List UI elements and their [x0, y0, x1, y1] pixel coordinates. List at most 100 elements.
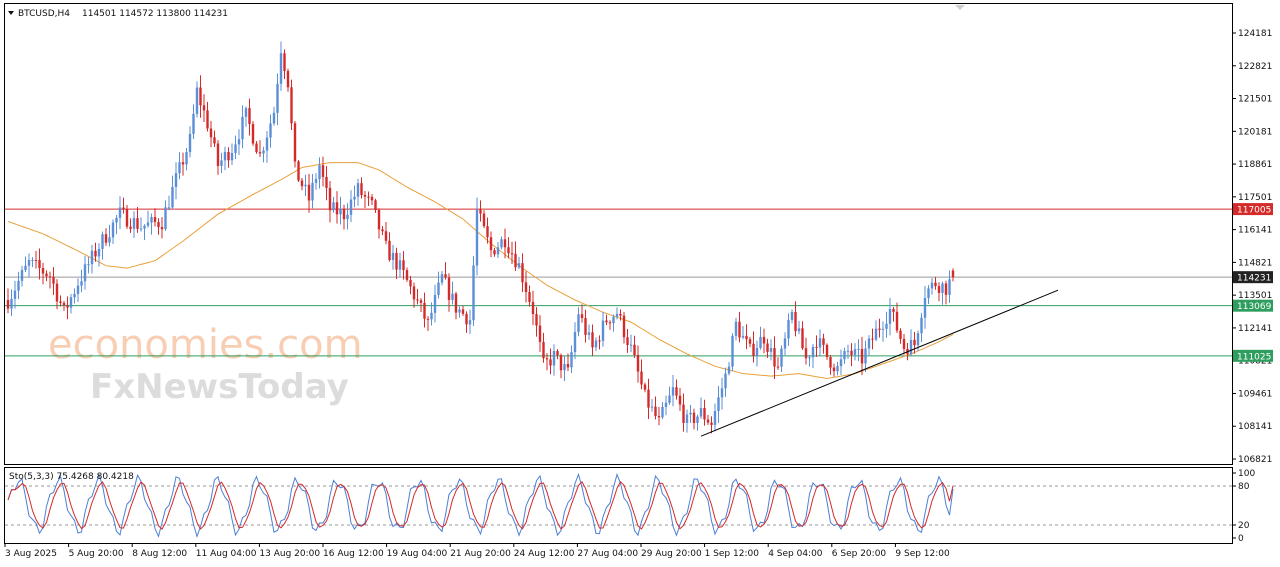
candle-body — [167, 207, 171, 209]
candle-body — [48, 276, 52, 278]
candle — [857, 339, 860, 361]
candle-body — [556, 351, 559, 356]
candle-body — [755, 348, 759, 356]
candle — [591, 324, 594, 356]
candle — [223, 146, 227, 171]
main-plot-frame — [4, 3, 1233, 465]
candle-body — [307, 184, 311, 201]
candle-body — [6, 300, 10, 309]
candle-body — [535, 314, 538, 326]
candle-body — [699, 408, 703, 417]
candle — [346, 203, 349, 230]
y-tick-label: 109461 — [1238, 389, 1272, 399]
candle-body — [321, 165, 325, 177]
candle — [311, 173, 314, 209]
candle — [220, 152, 223, 174]
candle — [479, 200, 482, 222]
candle — [370, 194, 374, 206]
candle — [941, 281, 944, 305]
candle-body — [934, 282, 937, 287]
candle — [83, 255, 87, 290]
candle-body — [17, 280, 20, 291]
candle-body — [923, 298, 927, 318]
candle-body — [857, 348, 860, 350]
candle-body — [38, 260, 41, 269]
candle-body — [804, 348, 808, 359]
candle-body — [482, 213, 486, 227]
candle — [24, 256, 27, 273]
candle — [951, 268, 955, 282]
candle — [720, 377, 724, 410]
candle — [566, 353, 570, 372]
candle — [913, 332, 916, 354]
candle — [269, 114, 272, 148]
candle — [696, 414, 699, 431]
candle — [283, 49, 286, 80]
candle-body — [41, 268, 45, 274]
candle-body — [486, 226, 489, 238]
candle — [6, 288, 10, 314]
candle — [181, 152, 185, 176]
candle — [237, 129, 241, 155]
candle-body — [608, 322, 612, 324]
candle-body — [811, 346, 815, 358]
candle — [629, 334, 633, 352]
candle-body — [720, 388, 724, 398]
candle — [776, 357, 780, 370]
candle-body — [766, 343, 769, 352]
moving-average — [7, 162, 954, 380]
candle — [752, 331, 755, 363]
candle — [944, 280, 948, 305]
candle-body — [636, 355, 640, 372]
x-tick-label: 1 Sep 12:00 — [705, 549, 760, 559]
candle — [164, 200, 167, 232]
candle-body — [31, 259, 34, 261]
stochastic-layer — [5, 472, 1232, 539]
candle — [108, 224, 111, 247]
candle — [853, 343, 857, 361]
candle-body — [136, 218, 139, 229]
candle-body — [290, 87, 293, 124]
stoch-y-tick-label: 80 — [1238, 482, 1250, 492]
candle — [206, 101, 209, 132]
candle — [293, 120, 297, 168]
candle — [524, 271, 528, 303]
candle-body — [496, 247, 500, 255]
candle-body — [594, 340, 598, 348]
level-tag-current — [1233, 271, 1273, 284]
candle-body — [97, 248, 101, 257]
stochastic-title: Sto(5,3,3) 75.4268 80.4218 — [9, 472, 134, 482]
candle-body — [213, 137, 216, 144]
watermark-line1: economies.com — [48, 322, 363, 368]
candle-body — [20, 270, 24, 281]
chevron-down-icon[interactable] — [8, 11, 14, 15]
candle — [482, 210, 486, 229]
candle-body — [230, 152, 234, 161]
candle-body — [843, 351, 846, 360]
candle-body — [188, 133, 192, 153]
x-tick-label: 4 Sep 04:00 — [768, 549, 823, 559]
candle-body — [794, 311, 797, 332]
candle — [412, 282, 416, 308]
stoch-y-tick-label: 100 — [1238, 469, 1255, 479]
candle-body — [584, 317, 587, 335]
candle — [402, 251, 405, 280]
candle-body — [412, 286, 416, 300]
candle — [724, 367, 727, 397]
candle — [339, 196, 342, 225]
candle-body — [930, 282, 934, 289]
candle — [419, 298, 423, 312]
trendline — [700, 289, 1059, 437]
candle — [437, 271, 440, 299]
candle-body — [745, 335, 748, 340]
candle-body — [552, 351, 556, 366]
candle-body — [619, 313, 622, 316]
candle-body — [360, 183, 363, 196]
candle-body — [87, 264, 90, 266]
candle-body — [615, 313, 619, 317]
candle — [825, 343, 829, 360]
candle-body — [269, 123, 272, 138]
candle-body — [941, 283, 944, 293]
candle-body — [801, 328, 804, 349]
